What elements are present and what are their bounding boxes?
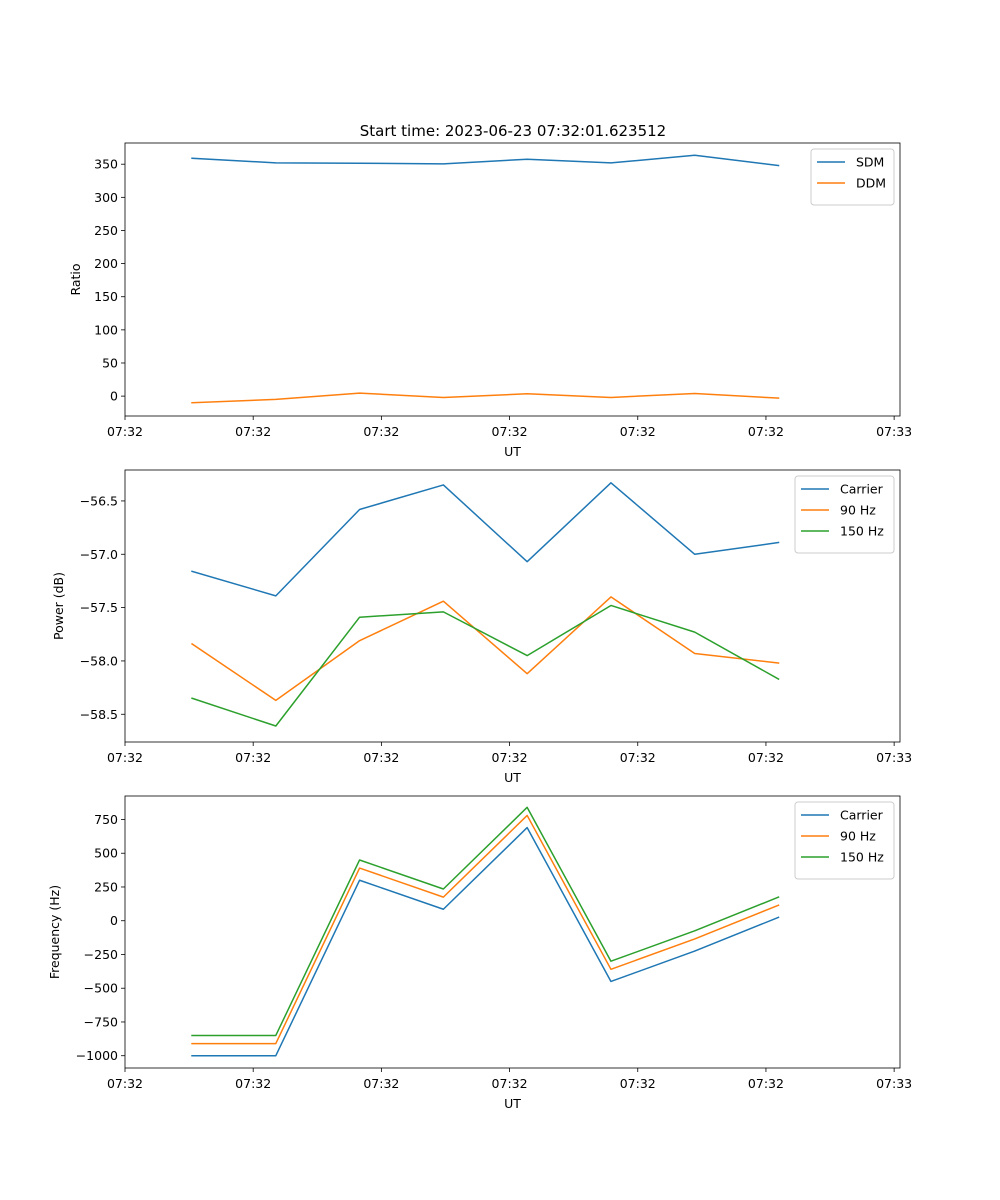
ratio-legend: SDM DDM bbox=[810, 148, 895, 206]
power-y-tick-label: −57.0 bbox=[80, 547, 118, 562]
frequency-y-tick-label: −250 bbox=[84, 947, 118, 962]
ratio-axes-frame bbox=[124, 142, 901, 417]
ratio-y-tick-label: 200 bbox=[94, 256, 118, 271]
power-x-tick-label: 07:32 bbox=[363, 750, 399, 765]
power-y-tick-label: −58.0 bbox=[80, 653, 118, 668]
frequency-panel: 07:32 07:32 07:32 07:32 07:32 07:32 07:33 −1000… bbox=[47, 795, 912, 1111]
power-x-tick-label: 07:32 bbox=[620, 750, 656, 765]
power-panel: 07:32 07:32 07:32 07:32 07:32 07:32 07:33 −58.5… bbox=[51, 469, 912, 785]
ratio-y-tick-label: 150 bbox=[94, 289, 118, 304]
frequency-y-tick-label: 500 bbox=[94, 846, 118, 861]
frequency-y-tick-label: 0 bbox=[110, 913, 118, 928]
power-y-tick-label: −57.5 bbox=[80, 600, 118, 615]
power-y-tick-label: −56.5 bbox=[80, 493, 118, 508]
ratio-panel: 07:32 07:32 07:32 07:32 07:32 07:32 07:33 0 50 10… bbox=[68, 142, 912, 459]
frequency-x-tick-label: 07:32 bbox=[363, 1076, 399, 1091]
ratio-x-tick-label: 07:32 bbox=[620, 424, 656, 439]
ratio-y-tick-label: 0 bbox=[110, 389, 118, 404]
frequency-x-tick-label: 07:33 bbox=[876, 1076, 912, 1091]
frequency-legend-label-carrier: Carrier bbox=[840, 808, 884, 823]
frequency-legend-label-90-hz: 90 Hz bbox=[840, 829, 876, 844]
ratio-x-tick-label: 07:32 bbox=[363, 424, 399, 439]
ratio-series-line-ddm bbox=[191, 392, 780, 404]
power-legend-label-150-hz: 150 Hz bbox=[840, 524, 884, 539]
power-x-tick-label: 07:32 bbox=[748, 750, 784, 765]
frequency-x-tick-label: 07:32 bbox=[748, 1076, 784, 1091]
power-legend-label-90-hz: 90 Hz bbox=[840, 503, 876, 518]
frequency-x-tick-label: 07:32 bbox=[235, 1076, 271, 1091]
ratio-legend-label-ddm: DDM bbox=[856, 176, 886, 191]
figure-title: Start time: 2023-06-23 07:32:01.623512 bbox=[360, 122, 666, 140]
frequency-y-tick-label: −1000 bbox=[76, 1048, 118, 1063]
power-series-line-150-hz bbox=[191, 604, 780, 727]
frequency-legend: Carrier 90 Hz 150 Hz bbox=[794, 801, 895, 880]
frequency-y-tick-label: 750 bbox=[94, 812, 118, 827]
frequency-x-tick-label: 07:32 bbox=[492, 1076, 528, 1091]
ratio-series-line-sdm bbox=[191, 154, 780, 167]
power-x-tick-label: 07:32 bbox=[235, 750, 271, 765]
frequency-x-axis-label: UT bbox=[504, 1096, 521, 1111]
power-x-tick-label: 07:32 bbox=[107, 750, 143, 765]
power-legend: Carrier 90 Hz 150 Hz bbox=[794, 475, 895, 554]
ratio-y-tick-label: 250 bbox=[94, 223, 118, 238]
power-x-tick-label: 07:33 bbox=[876, 750, 912, 765]
power-y-tick-label: −58.5 bbox=[80, 707, 118, 722]
frequency-x-tick-label: 07:32 bbox=[620, 1076, 656, 1091]
power-x-axis-label: UT bbox=[504, 770, 521, 785]
power-series-line-90-hz bbox=[190, 596, 780, 702]
frequency-y-tick-label: 250 bbox=[94, 879, 118, 894]
ratio-x-tick-label: 07:32 bbox=[492, 424, 528, 439]
frequency-series-line-150-hz bbox=[191, 806, 780, 1037]
power-y-axis-label: Power (dB) bbox=[51, 572, 66, 640]
frequency-y-tick-label: −750 bbox=[84, 1014, 118, 1029]
power-series-line-carrier bbox=[191, 482, 780, 597]
frequency-legend-label-150-hz: 150 Hz bbox=[840, 850, 884, 865]
ratio-legend-label-sdm: SDM bbox=[856, 155, 884, 170]
ratio-y-tick-label: 350 bbox=[94, 157, 118, 172]
power-axes-frame bbox=[124, 469, 901, 743]
frequency-y-tick-label: −500 bbox=[84, 981, 118, 996]
ratio-y-tick-label: 100 bbox=[94, 322, 118, 337]
ratio-y-tick-label: 50 bbox=[102, 355, 118, 370]
frequency-axes-frame bbox=[124, 795, 901, 1069]
ratio-x-tick-label: 07:32 bbox=[748, 424, 784, 439]
ratio-x-tick-label: 07:32 bbox=[235, 424, 271, 439]
ratio-y-axis-label: Ratio bbox=[68, 263, 83, 295]
ratio-x-tick-label: 07:33 bbox=[876, 424, 912, 439]
ratio-x-axis-label: UT bbox=[504, 444, 521, 459]
frequency-legend-box bbox=[794, 801, 895, 880]
power-legend-label-carrier: Carrier bbox=[840, 482, 884, 497]
ratio-legend-box bbox=[810, 148, 895, 206]
frequency-series-line-carrier bbox=[191, 826, 780, 1057]
frequency-y-axis-label: Frequency (Hz) bbox=[47, 885, 62, 979]
frequency-x-tick-label: 07:32 bbox=[107, 1076, 143, 1091]
ratio-x-tick-label: 07:32 bbox=[107, 424, 143, 439]
ratio-y-tick-label: 300 bbox=[94, 190, 118, 205]
frequency-series-line-90-hz bbox=[191, 814, 780, 1045]
power-legend-box bbox=[794, 475, 895, 554]
power-x-tick-label: 07:32 bbox=[492, 750, 528, 765]
